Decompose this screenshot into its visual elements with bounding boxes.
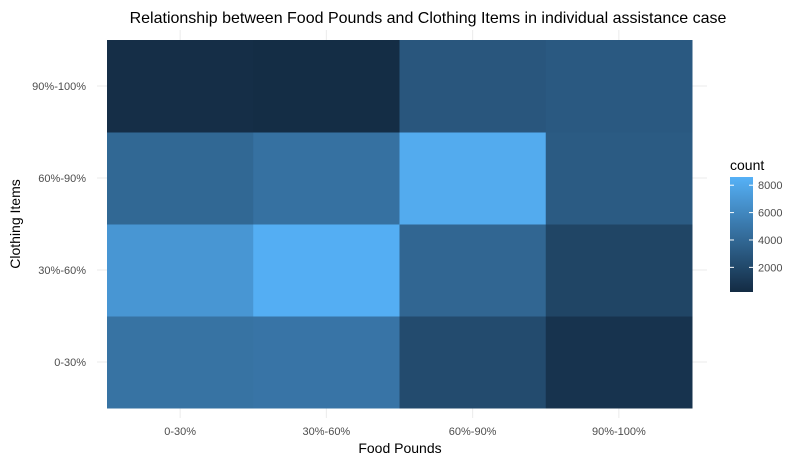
legend-tick-label: 2000 [758, 262, 782, 274]
legend-tick-label: 4000 [758, 235, 782, 247]
x-tick-label: 60%-90% [449, 426, 497, 438]
heatmap-cell [399, 40, 547, 133]
heatmap-cell [399, 316, 547, 409]
heatmap-cell [399, 224, 547, 317]
x-axis-label: Food Pounds [358, 440, 441, 456]
heatmap-cell [107, 224, 254, 317]
heatmap-cell [545, 224, 693, 317]
heatmap-cell [253, 132, 400, 225]
heatmap-cell [253, 224, 400, 317]
heatmap-cell [253, 40, 400, 133]
y-tick-label: 30%-60% [38, 265, 86, 277]
color-legend: count 2000 4000 6000 8000 [730, 157, 782, 292]
y-tick-label: 60%-90% [38, 173, 86, 185]
heatmap-cell [107, 40, 254, 133]
heatmap-cell [545, 132, 693, 225]
y-axis-label: Clothing Items [7, 179, 23, 268]
y-tick-label: 0-30% [54, 357, 86, 369]
heatmap-cell [107, 316, 254, 409]
x-tick-label: 0-30% [164, 426, 196, 438]
heatmap-cell [253, 316, 400, 409]
legend-tick-label: 8000 [758, 180, 782, 192]
chart-title: Relationship between Food Pounds and Clo… [130, 10, 727, 27]
legend-colorbar [730, 177, 753, 292]
y-axis-ticks: 0-30% 30%-60% 60%-90% 90%-100% [32, 81, 86, 369]
heatmap-cell [545, 316, 693, 409]
heatmap-cell [545, 40, 693, 133]
x-axis-ticks: 0-30% 30%-60% 60%-90% 90%-100% [164, 426, 646, 438]
legend-title: count [730, 157, 764, 173]
y-tick-label: 90%-100% [32, 81, 86, 93]
x-tick-label: 30%-60% [303, 426, 351, 438]
legend-ticks: 2000 4000 6000 8000 [730, 180, 782, 274]
heatmap-cell [399, 132, 547, 225]
heatmap-cell [107, 132, 254, 225]
x-tick-label: 90%-100% [592, 426, 646, 438]
legend-tick-label: 6000 [758, 208, 782, 220]
heatmap-cells [107, 40, 693, 409]
